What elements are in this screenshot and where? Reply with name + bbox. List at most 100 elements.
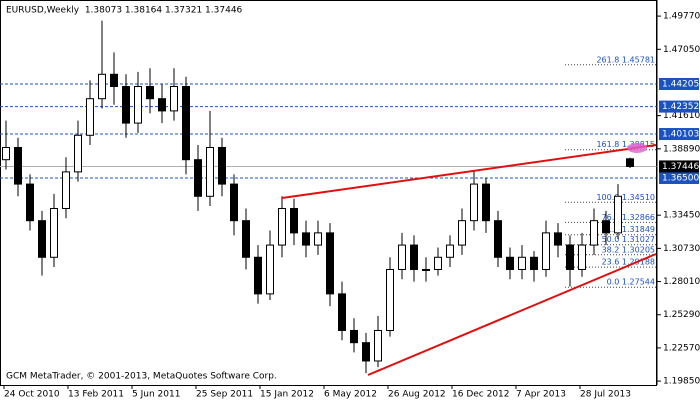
candle-body [2,146,10,161]
x-tick-label: 24 Oct 2010 [4,390,60,400]
current-price-box [659,160,699,173]
candle-body [626,158,634,167]
candle-body [146,85,154,100]
x-tick-label: 13 Feb 2011 [68,390,124,400]
candle-body [290,207,298,234]
candle-body [110,73,118,87]
candle-body [170,85,178,112]
x-tick-label: 28 Jul 2013 [580,390,631,400]
candle-body [38,220,46,258]
level-label: 1.44205 [662,79,699,89]
level-box [659,128,699,141]
candle-body [26,183,34,222]
candles [2,20,634,374]
candle-body [602,220,610,234]
y-tick-label: 1.28010 [663,277,700,287]
candle-body [254,256,262,295]
level-box [659,100,699,113]
x-tick-label: 16 Dec 2012 [452,390,510,400]
candle-body [410,244,418,270]
levels: 261.8 1.45781 161.8 1.38815 100.0 1.34510 7… [0,55,657,288]
candle-body [98,73,106,100]
level-label: 1.36500 [662,173,699,183]
candle-body [494,220,502,258]
y-tick-label: 1.22570 [663,343,700,353]
candle-body [122,85,130,124]
candle-body [194,159,202,197]
candle-body [134,85,142,124]
candle-body [74,134,82,173]
candle-body [314,232,322,246]
x-tick-label: 25 Sep 2011 [196,390,253,400]
y-tick-label: 1.49770 [663,12,700,22]
fib-label: 23.6 1.29188 [602,258,655,267]
x-tick-label: 26 Aug 2012 [388,390,446,400]
header: EURUSD,Weekly 1.38073 1.38164 1.37321 1.… [6,6,243,16]
candle-body [338,293,346,331]
candle-body [446,244,454,258]
y-tick-label: 1.38890 [663,144,700,154]
candle-body [458,220,466,246]
highlight-marker [627,143,647,153]
candle-body [506,256,514,270]
level-label: 1.42352 [662,102,699,112]
fib-label: 100.0 1.34510 [596,193,655,202]
candle-body [554,232,562,246]
y-tick-label: 1.47050 [663,45,700,55]
fib-label: 0.0 1.27544 [607,278,655,287]
candle-body [326,232,334,295]
candle-body [518,256,526,270]
candle-body [398,244,406,270]
x-tick-label: 5 Jun 2011 [132,390,180,400]
candle-body [374,329,382,362]
candle-body [206,146,214,197]
candle-body [302,232,310,246]
candle-body [14,146,22,185]
candle-body [614,195,622,234]
candle-body [386,268,394,331]
candle-body [422,268,430,271]
candle-body [218,146,226,185]
y-tick-label: 1.41610 [663,111,700,121]
candle-body [590,220,598,246]
fib-label: 261.8 1.45781 [596,55,655,64]
candle-body [578,244,586,270]
level-label: 1.40103 [662,130,699,140]
trendline-upper [281,144,657,199]
level-box [659,171,699,184]
candle-body [362,342,370,362]
x-tick-label: 6 May 2012 [324,390,377,400]
fib-label: 161.8 1.38815 [596,140,655,149]
candle-body [86,98,94,136]
level-box [659,77,699,90]
candle-body [434,256,442,270]
candle-body [542,232,550,270]
candle-body [50,207,58,258]
x-tick-label: 7 Apr 2013 [516,390,566,400]
candle-body [158,98,166,112]
axis: 1.49770 1.47050 1.41610 1.38890 1.33450 1.307… [3,0,700,400]
y-tick-label: 1.19850 [663,377,700,387]
candle-body [182,85,190,161]
candle-body [266,244,274,295]
y-tick-label: 1.25290 [663,310,700,320]
candle-body [62,171,70,209]
y-tick-label: 1.30730 [663,244,700,254]
candle-body [278,207,286,246]
current-price-label: 1.37446 [662,162,699,172]
fib-label: 38.2 1.30205 [602,245,655,254]
fib-label: 76.4 1.32866 [602,213,655,222]
candle-body [566,244,574,270]
fib-label: 50.0 1.31027 [602,235,655,244]
candle-body [482,183,490,222]
trendline-lower [367,253,657,376]
candle-body [470,183,478,222]
candle-body [230,183,238,222]
y-tick-label: 1.33450 [663,211,700,221]
plot-frame [0,0,657,386]
candle-body [350,329,358,344]
candle-body [530,256,538,270]
footer: GCM MetaTrader, © 2001-2013, MetaQuotes … [6,372,277,382]
fib-label: 61.8 1.31849 [602,225,655,234]
